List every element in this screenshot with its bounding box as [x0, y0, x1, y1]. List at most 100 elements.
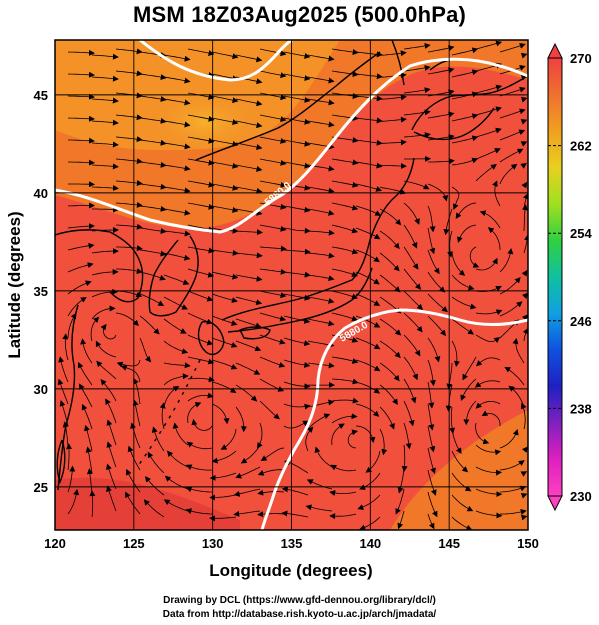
- y-axis-title: Latitude (degrees): [5, 211, 24, 358]
- streamline: [379, 163, 407, 170]
- streamline: [463, 400, 477, 426]
- streamline: [427, 249, 440, 275]
- streamline: [187, 114, 215, 122]
- streamline: [233, 510, 261, 517]
- streamline: [91, 248, 119, 255]
- streamline: [379, 230, 400, 250]
- streamline: [403, 356, 418, 381]
- streamline: [67, 223, 95, 230]
- streamline: [260, 447, 285, 462]
- streamline: [331, 312, 358, 322]
- streamline: [355, 117, 383, 124]
- colorbar-label: 270: [570, 51, 592, 66]
- contour-north: [139, 40, 293, 82]
- streamline: [379, 318, 402, 336]
- coastline-china-east: [57, 304, 79, 491]
- streamline: [283, 73, 311, 82]
- coastline-kyushu: [197, 321, 225, 356]
- streamline: [163, 340, 189, 355]
- streamline: [403, 290, 424, 311]
- streamline: [500, 509, 527, 515]
- streamline: [520, 471, 528, 477]
- streamline: [520, 402, 527, 430]
- streamline: [163, 164, 191, 172]
- streamline: [235, 252, 263, 259]
- streamline: [331, 48, 359, 55]
- streamline: [331, 397, 359, 404]
- streamline: [211, 161, 239, 169]
- streamline: [475, 444, 502, 456]
- streamline: [283, 227, 311, 234]
- streamline: [116, 245, 143, 252]
- streamline: [379, 274, 401, 293]
- streamline: [92, 206, 119, 213]
- streamline: [403, 87, 431, 94]
- streamline: [115, 70, 143, 77]
- streamline: [475, 148, 501, 160]
- contour-south: [260, 308, 528, 530]
- streamline: [474, 380, 501, 388]
- streamline: [499, 429, 519, 449]
- streamline: [499, 163, 518, 185]
- streamline: [449, 406, 456, 434]
- streamline: [139, 183, 167, 190]
- streamline: [166, 450, 189, 468]
- streamline: [235, 120, 263, 129]
- streamline: [211, 249, 239, 256]
- streamline: [314, 446, 333, 468]
- streamline: [443, 208, 453, 236]
- streamline: [307, 252, 335, 259]
- streamline: [235, 296, 263, 306]
- streamline: [106, 441, 117, 468]
- colorbar-label: 230: [570, 489, 592, 504]
- streamline: [403, 180, 430, 190]
- streamline: [331, 246, 359, 255]
- streamline: [475, 164, 497, 182]
- streamline: [91, 141, 119, 148]
- streamline: [80, 338, 93, 364]
- wind-streamlines: [57, 40, 528, 530]
- streamline: [403, 224, 418, 249]
- streamline: [307, 274, 335, 282]
- streamline: [403, 64, 431, 72]
- streamline: [211, 205, 239, 213]
- streamline: [259, 92, 287, 101]
- streamline: [211, 359, 238, 370]
- streamline: [307, 54, 335, 62]
- streamline: [211, 293, 238, 303]
- streamline: [115, 48, 143, 55]
- streamline: [475, 40, 503, 50]
- streamline: [91, 53, 119, 60]
- streamline: [115, 223, 143, 230]
- streamline: [427, 183, 449, 202]
- streamline: [106, 419, 117, 446]
- streamline: [451, 186, 460, 210]
- x-tick-label: 130: [202, 536, 224, 551]
- streamline: [139, 95, 167, 102]
- streamline: [427, 381, 435, 409]
- streamline: [331, 290, 358, 300]
- streamline: [281, 510, 309, 518]
- streamline: [235, 466, 261, 479]
- streamline: [403, 268, 422, 290]
- streamline: [379, 116, 407, 123]
- streamline: [451, 113, 479, 122]
- streamline: [91, 119, 119, 126]
- streamline: [91, 185, 119, 192]
- streamline: [379, 72, 407, 79]
- coastline-ryukyu: [137, 359, 201, 467]
- streamline: [331, 356, 359, 364]
- streamline: [151, 426, 165, 452]
- streamline: [451, 340, 460, 367]
- streamline: [403, 334, 421, 357]
- streamline: [331, 158, 359, 166]
- streamline: [521, 181, 528, 189]
- streamline: [365, 450, 381, 473]
- streamline: [283, 381, 311, 390]
- y-tick-label: 40: [34, 186, 48, 201]
- coastline-shikoku: [239, 326, 271, 340]
- streamline: [403, 400, 415, 427]
- map-gridlines: [55, 40, 528, 530]
- streamline: [115, 158, 143, 165]
- streamline: [211, 403, 230, 425]
